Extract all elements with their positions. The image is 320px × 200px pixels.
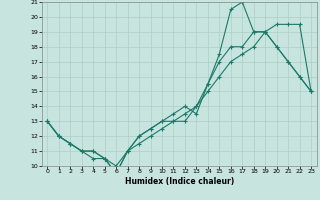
X-axis label: Humidex (Indice chaleur): Humidex (Indice chaleur) (124, 177, 234, 186)
